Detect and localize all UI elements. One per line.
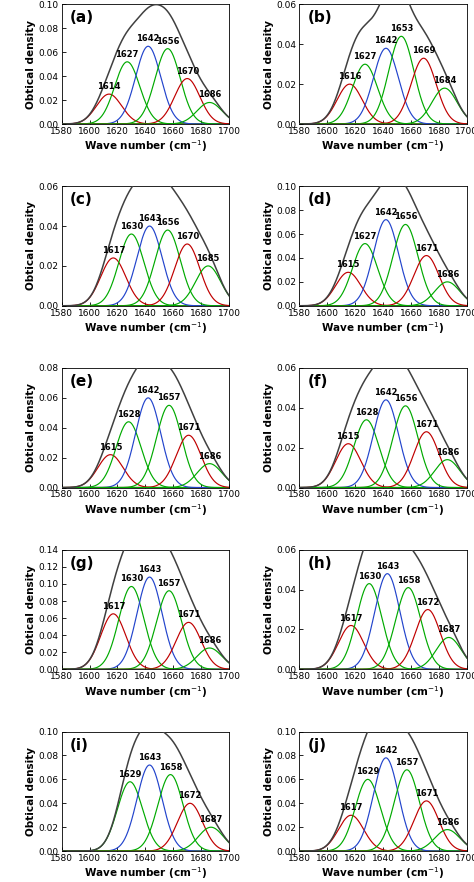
Text: 1642: 1642 [374,388,398,397]
Text: 1643: 1643 [138,753,161,762]
Y-axis label: Obtical density: Obtical density [264,747,274,836]
Text: 1685: 1685 [196,254,220,263]
Y-axis label: Obtical density: Obtical density [264,19,274,108]
Text: 1656: 1656 [156,37,180,46]
Text: 1617: 1617 [339,804,363,812]
Text: 1642: 1642 [137,386,160,395]
Text: 1642: 1642 [374,746,398,755]
Y-axis label: Obtical density: Obtical density [264,384,274,472]
Text: 1669: 1669 [412,46,435,56]
Text: 1656: 1656 [156,218,180,227]
Text: 1615: 1615 [337,260,360,269]
Text: 1628: 1628 [117,410,140,419]
Text: 1617: 1617 [101,246,125,255]
Text: 1672: 1672 [178,791,202,800]
Text: 1657: 1657 [395,758,419,766]
Text: 1615: 1615 [337,431,360,441]
Text: 1627: 1627 [353,232,377,241]
Text: (h): (h) [308,556,332,571]
Text: 1686: 1686 [436,448,459,457]
Text: (c): (c) [70,192,93,207]
Text: 1686: 1686 [198,636,221,645]
Text: 1656: 1656 [394,213,417,221]
Text: 1628: 1628 [355,407,378,417]
Y-axis label: Obtical density: Obtical density [26,747,36,836]
X-axis label: Wave number (cm$^{-1}$): Wave number (cm$^{-1}$) [321,320,445,336]
Y-axis label: Obtical density: Obtical density [264,201,274,290]
Text: (j): (j) [308,737,327,752]
Text: 1627: 1627 [116,49,139,59]
Text: 1653: 1653 [390,25,413,34]
Text: 1686: 1686 [436,270,459,279]
Text: 1630: 1630 [357,572,381,580]
X-axis label: Wave number (cm$^{-1}$): Wave number (cm$^{-1}$) [84,684,207,699]
Text: 1615: 1615 [99,443,122,452]
Y-axis label: Obtical density: Obtical density [26,201,36,290]
Text: (g): (g) [70,556,94,571]
Text: 1657: 1657 [157,393,181,402]
Text: 1617: 1617 [101,602,125,611]
Text: (a): (a) [70,11,94,26]
Text: 1686: 1686 [198,91,221,100]
Text: 1687: 1687 [437,625,460,634]
Text: 1671: 1671 [177,423,201,432]
Text: (e): (e) [70,374,94,389]
Text: (b): (b) [308,11,332,26]
X-axis label: Wave number (cm$^{-1}$): Wave number (cm$^{-1}$) [321,138,445,154]
X-axis label: Wave number (cm$^{-1}$): Wave number (cm$^{-1}$) [84,866,207,881]
Text: 1657: 1657 [157,579,181,587]
Text: 1627: 1627 [353,52,377,61]
Text: (d): (d) [308,192,332,207]
Text: 1671: 1671 [415,243,438,252]
Text: 1670: 1670 [175,66,199,76]
Text: 1630: 1630 [120,222,143,231]
Text: 1658: 1658 [159,763,182,772]
Text: 1617: 1617 [339,614,363,623]
Text: 1671: 1671 [177,610,201,619]
Text: (i): (i) [70,737,89,752]
Text: 1643: 1643 [138,565,161,574]
Text: (f): (f) [308,374,328,389]
Text: 1686: 1686 [198,452,221,460]
X-axis label: Wave number (cm$^{-1}$): Wave number (cm$^{-1}$) [321,502,445,518]
Text: 1658: 1658 [397,576,420,585]
X-axis label: Wave number (cm$^{-1}$): Wave number (cm$^{-1}$) [84,138,207,154]
Text: 1656: 1656 [394,394,417,403]
Text: 1642: 1642 [374,36,398,45]
X-axis label: Wave number (cm$^{-1}$): Wave number (cm$^{-1}$) [321,866,445,881]
Text: 1686: 1686 [436,818,459,826]
Text: 1671: 1671 [415,789,438,798]
Text: 1684: 1684 [433,76,456,86]
Y-axis label: Obtical density: Obtical density [26,19,36,108]
Y-axis label: Obtical density: Obtical density [26,384,36,472]
Y-axis label: Obtical density: Obtical density [26,565,36,654]
Text: 1630: 1630 [120,574,143,584]
Text: 1629: 1629 [356,767,380,776]
Text: 1672: 1672 [416,598,439,607]
Text: 1643: 1643 [138,214,161,223]
Text: 1629: 1629 [118,770,142,779]
Text: 1642: 1642 [374,207,398,217]
Text: 1642: 1642 [137,34,160,43]
Text: 1614: 1614 [97,82,121,91]
Text: 1687: 1687 [200,815,223,824]
X-axis label: Wave number (cm$^{-1}$): Wave number (cm$^{-1}$) [84,320,207,336]
Y-axis label: Obtical density: Obtical density [264,565,274,654]
Text: 1671: 1671 [415,420,438,429]
Text: 1643: 1643 [376,562,399,571]
X-axis label: Wave number (cm$^{-1}$): Wave number (cm$^{-1}$) [321,684,445,699]
X-axis label: Wave number (cm$^{-1}$): Wave number (cm$^{-1}$) [84,502,207,518]
Text: 1670: 1670 [175,232,199,241]
Text: 1616: 1616 [338,72,361,81]
